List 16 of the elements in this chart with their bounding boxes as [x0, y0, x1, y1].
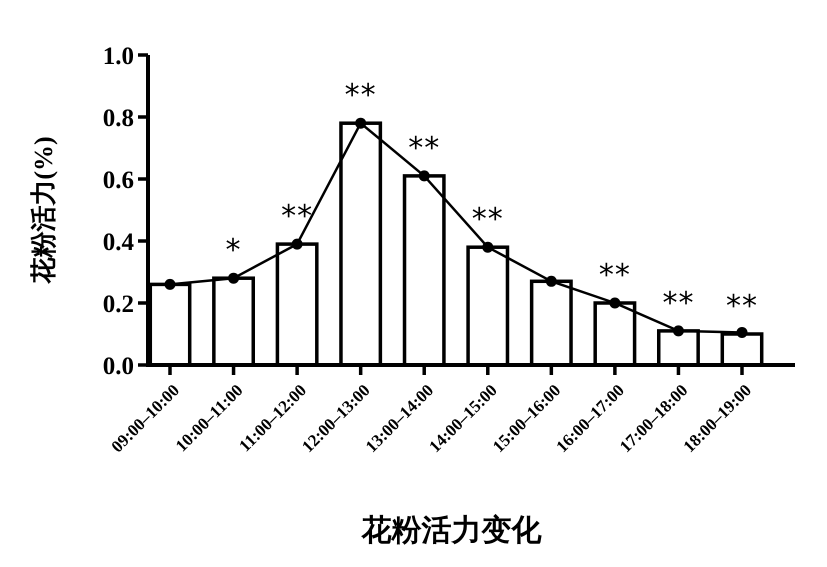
annotation: **: [472, 202, 504, 238]
annotation: **: [281, 199, 314, 234]
annotation: **: [598, 258, 631, 293]
annotation: **: [408, 130, 440, 166]
y-axis-title: 花粉活力(%): [29, 136, 58, 285]
y-tick-label: 0.6: [102, 166, 134, 194]
y-tick-label: 1.0: [102, 42, 134, 70]
x-axis-title: 花粉活力变化: [360, 513, 542, 547]
y-tick-label: 0.2: [102, 290, 134, 318]
annotation: *: [226, 233, 242, 268]
annotation: **: [344, 78, 377, 114]
y-tick-label: 0.4: [102, 228, 134, 256]
y-tick-label: 0.0: [102, 352, 134, 380]
annotation: **: [726, 289, 758, 324]
y-tick-label: 0.8: [102, 104, 134, 132]
annotation: **: [662, 286, 694, 321]
